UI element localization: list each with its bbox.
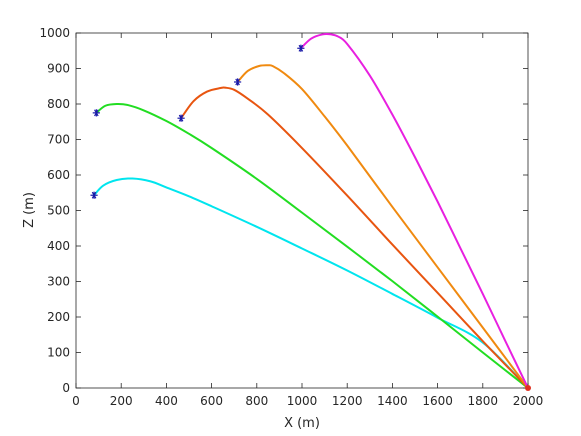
start-marker-4 [233, 78, 242, 86]
start-marker-1 [90, 191, 98, 199]
start-marker-3 [177, 114, 185, 122]
start-marker-5 [297, 44, 305, 52]
series-lines [93, 33, 529, 389]
y-tick-label: 900 [47, 62, 70, 76]
y-tick-label: 100 [47, 346, 70, 360]
series-line-5 [299, 33, 529, 389]
y-tick-label: 600 [47, 168, 70, 182]
x-tick-label: 1000 [287, 394, 318, 408]
start-markers [90, 44, 305, 199]
x-tick-label: 200 [110, 394, 133, 408]
series-line-3 [180, 86, 529, 389]
x-tick-label: 800 [245, 394, 268, 408]
y-tick-label: 400 [47, 239, 70, 253]
y-tick-label: 800 [47, 97, 70, 111]
x-tick-label: 1400 [377, 394, 408, 408]
y-tick-label: 1000 [39, 26, 70, 40]
y-tick-label: 500 [47, 204, 70, 218]
start-marker-2 [92, 109, 100, 117]
x-tick-labels: 0 200 400 600 800 1000 1200 1400 1600 1800 2000 [72, 394, 543, 408]
y-tick-label: 0 [62, 381, 70, 395]
series-line-4 [236, 64, 529, 389]
x-tick-label: 400 [155, 394, 178, 408]
x-tick-label: 0 [72, 394, 80, 408]
x-tick-label: 1200 [332, 394, 363, 408]
y-tick-labels: 0 100 200 300 400 500 600 700 800 900 1000 [39, 26, 70, 395]
y-tick-label: 700 [47, 133, 70, 147]
y-tick-label: 200 [47, 310, 70, 324]
x-tick-label: 600 [200, 394, 223, 408]
y-axis-label: Z (m) [22, 192, 37, 228]
x-tick-label: 1600 [422, 394, 453, 408]
y-tick-label: 300 [47, 275, 70, 289]
x-tick-label: 2000 [513, 394, 544, 408]
x-tick-label: 1800 [468, 394, 499, 408]
series-line-2 [95, 102, 529, 389]
series-line-1 [93, 177, 529, 389]
x-axis-label: X (m) [284, 416, 320, 431]
target-point [525, 385, 531, 391]
target-dot [525, 385, 531, 391]
